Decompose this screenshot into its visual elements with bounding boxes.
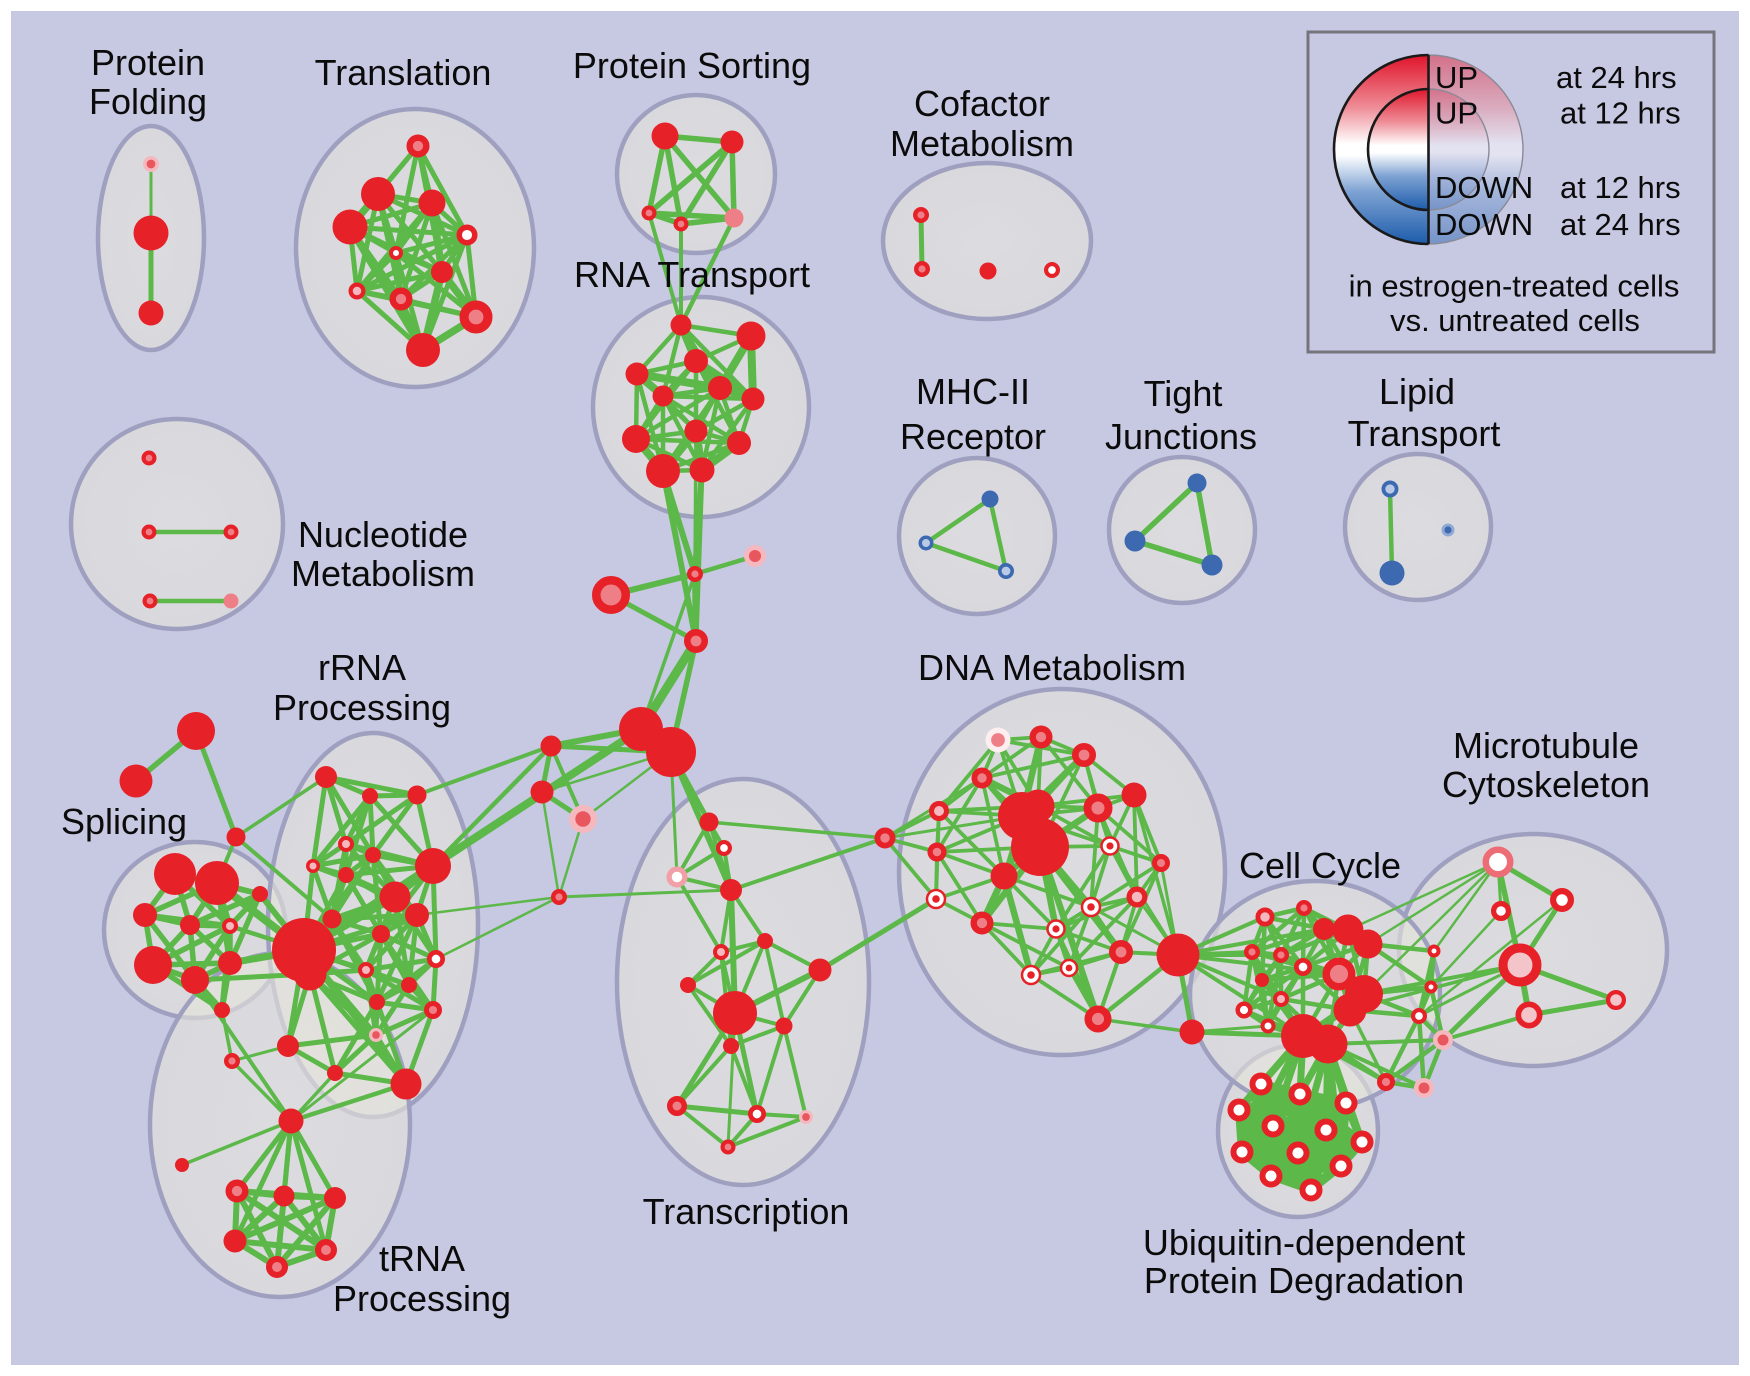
- svg-text:rRNA: rRNA: [318, 647, 406, 688]
- svg-text:at 24 hrs: at 24 hrs: [1560, 207, 1681, 242]
- svg-text:at 24 hrs: at 24 hrs: [1556, 60, 1677, 95]
- svg-text:Folding: Folding: [89, 81, 207, 122]
- svg-text:Translation: Translation: [315, 52, 492, 93]
- svg-text:Transcription: Transcription: [643, 1191, 850, 1232]
- svg-text:Nucleotide: Nucleotide: [298, 514, 468, 555]
- svg-text:UP: UP: [1435, 60, 1478, 95]
- svg-text:Cofactor: Cofactor: [914, 83, 1050, 124]
- svg-text:Ubiquitin-dependent: Ubiquitin-dependent: [1143, 1222, 1465, 1263]
- svg-text:at 12 hrs: at 12 hrs: [1560, 96, 1681, 131]
- svg-text:Transport: Transport: [1348, 413, 1501, 454]
- svg-text:Metabolism: Metabolism: [291, 553, 475, 594]
- svg-text:RNA Transport: RNA Transport: [574, 254, 810, 295]
- svg-text:Tight: Tight: [1144, 373, 1223, 414]
- svg-text:Metabolism: Metabolism: [890, 123, 1074, 164]
- svg-text:Receptor: Receptor: [900, 416, 1046, 457]
- svg-text:Splicing: Splicing: [61, 801, 187, 842]
- svg-text:DOWN: DOWN: [1435, 170, 1533, 205]
- svg-text:Protein Sorting: Protein Sorting: [573, 45, 811, 86]
- svg-text:Processing: Processing: [333, 1278, 511, 1319]
- svg-text:Junctions: Junctions: [1105, 416, 1257, 457]
- svg-text:Processing: Processing: [273, 687, 451, 728]
- svg-text:vs. untreated cells: vs. untreated cells: [1390, 303, 1640, 338]
- svg-text:tRNA: tRNA: [379, 1238, 465, 1279]
- svg-text:at 12 hrs: at 12 hrs: [1560, 170, 1681, 205]
- svg-text:Protein Degradation: Protein Degradation: [1144, 1260, 1464, 1301]
- svg-text:DOWN: DOWN: [1435, 207, 1533, 242]
- svg-text:Cell Cycle: Cell Cycle: [1239, 845, 1401, 886]
- svg-text:Protein: Protein: [91, 42, 205, 83]
- svg-text:Cytoskeleton: Cytoskeleton: [1442, 764, 1650, 805]
- svg-text:MHC-II: MHC-II: [916, 371, 1030, 412]
- svg-text:in estrogen-treated cells: in estrogen-treated cells: [1349, 269, 1680, 304]
- svg-text:Lipid: Lipid: [1379, 371, 1455, 412]
- svg-text:UP: UP: [1435, 96, 1478, 131]
- svg-text:DNA Metabolism: DNA Metabolism: [918, 647, 1186, 688]
- svg-text:Microtubule: Microtubule: [1453, 725, 1639, 766]
